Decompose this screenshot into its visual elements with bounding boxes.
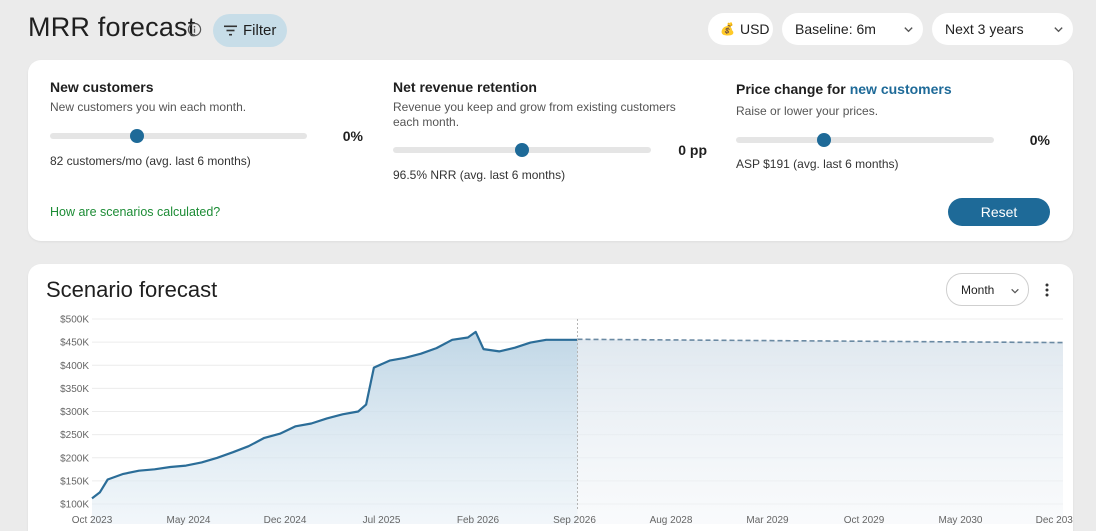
- x-tick-label: Jul 2025: [363, 515, 401, 526]
- y-tick-label: $400K: [60, 361, 89, 372]
- baseline-label: Baseline: 6m: [795, 21, 876, 37]
- y-tick-label: $300K: [60, 407, 89, 418]
- new-customers-avg: 82 customers/mo (avg. last 6 months): [50, 154, 251, 168]
- x-tick-label: Dec 2024: [264, 515, 307, 526]
- x-tick-label: Feb 2026: [457, 515, 500, 526]
- scenario-forecast-card: $100K $150K $200K $250K $300K $350K $400K $450K…: [28, 264, 1073, 531]
- actual-area: [92, 331, 578, 524]
- x-tick-label: Oct 2023: [72, 515, 113, 526]
- new-customers-title: New customers: [50, 79, 154, 95]
- x-tick-label: May 2030: [939, 515, 983, 526]
- info-icon[interactable]: [187, 22, 202, 37]
- nrr-value: 0 pp: [678, 142, 707, 158]
- nrr-avg: 96.5% NRR (avg. last 6 months): [393, 168, 566, 182]
- filter-label: Filter: [243, 22, 277, 39]
- horizon-dropdown[interactable]: Next 3 years: [932, 13, 1073, 45]
- x-tick-label: Oct 2029: [844, 515, 885, 526]
- new-customers-link[interactable]: new customers: [849, 81, 952, 97]
- price-change-slider[interactable]: [736, 133, 994, 147]
- x-tick-label: May 2024: [167, 515, 211, 526]
- y-tick-label: $500K: [60, 315, 89, 326]
- filter-button[interactable]: Filter: [213, 14, 287, 47]
- new-customers-description: New customers you win each month.: [50, 100, 247, 114]
- y-tick-label: $150K: [60, 476, 89, 487]
- page-title: MRR forecast: [28, 12, 196, 42]
- y-tick-label: $100K: [60, 500, 89, 511]
- y-tick-label: $450K: [60, 338, 89, 349]
- price-change-description: Raise or lower your prices.: [736, 104, 879, 118]
- nrr-slider[interactable]: [393, 143, 651, 157]
- actual-line: [91, 330, 578, 500]
- money-bag-icon: 💰: [720, 22, 735, 36]
- price-change-slider-knob[interactable]: [816, 133, 831, 147]
- more-options-icon[interactable]: [1041, 282, 1053, 298]
- new-customers-value: 0%: [342, 128, 363, 144]
- scenarios-help-link[interactable]: How are scenarios calculated?: [50, 205, 221, 219]
- price-change-value: 0%: [1029, 132, 1050, 148]
- page-header: MRR forecast Filter 💰 USD Baseline: 6m N…: [0, 0, 1096, 60]
- forecast-line: [577, 338, 1064, 344]
- price-change-avg: ASP $191 (avg. last 6 months): [736, 157, 899, 171]
- nrr-title: Net revenue retention: [393, 79, 537, 95]
- horizon-label: Next 3 years: [945, 21, 1024, 37]
- granularity-dropdown[interactable]: Month: [946, 273, 1029, 306]
- price-change-title-text: Price change for: [736, 81, 846, 97]
- chevron-down-icon: [904, 27, 913, 33]
- chevron-down-icon: [1011, 288, 1019, 294]
- currency-label: USD: [739, 21, 770, 37]
- y-tick-label: $350K: [60, 384, 89, 395]
- reset-button[interactable]: Reset: [948, 198, 1050, 226]
- x-tick-label: Mar 2029: [746, 515, 789, 526]
- forecast-area: [577, 339, 1063, 524]
- x-tick-label: Dec 2030: [1036, 515, 1073, 526]
- baseline-dropdown[interactable]: Baseline: 6m: [782, 13, 923, 45]
- new-customers-slider[interactable]: [50, 129, 307, 143]
- currency-selector[interactable]: 💰 USD: [708, 13, 773, 45]
- x-tick-label: Aug 2028: [650, 515, 693, 526]
- price-change-title: Price change for new customers: [736, 81, 952, 97]
- scenario-controls-card: New customers New customers you win each…: [28, 60, 1073, 241]
- y-tick-label: $200K: [60, 453, 89, 464]
- forecast-title: Scenario forecast: [46, 277, 218, 302]
- granularity-label: Month: [961, 282, 995, 297]
- nrr-slider-knob[interactable]: [515, 143, 529, 157]
- filter-icon: [224, 25, 237, 36]
- y-tick-label: $250K: [60, 430, 89, 441]
- chevron-down-icon: [1054, 27, 1063, 33]
- nrr-description: Revenue you keep and grow from existing …: [393, 100, 676, 129]
- new-customers-slider-knob[interactable]: [130, 129, 145, 143]
- x-tick-label: Sep 2026: [553, 515, 596, 526]
- forecast-chart: $100K $150K $200K $250K $300K $350K $400K $450K…: [60, 315, 1073, 527]
